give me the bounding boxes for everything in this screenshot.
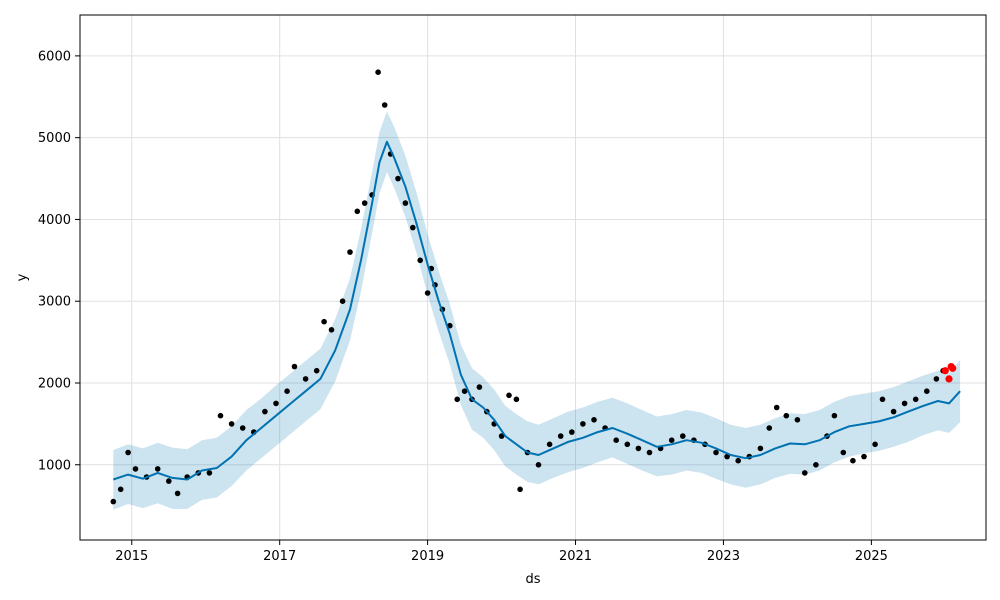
observed-point — [217, 412, 224, 419]
observed-point — [354, 208, 361, 215]
observed-point — [361, 200, 368, 206]
observed-point — [302, 376, 309, 382]
y-axis-label: y — [15, 273, 30, 281]
observed-point — [125, 449, 131, 456]
observed-point — [291, 363, 298, 370]
observed-point — [635, 445, 642, 452]
observed-point — [546, 441, 553, 448]
observed-point — [613, 437, 619, 444]
observed-point — [773, 404, 780, 411]
observed-point — [901, 400, 908, 407]
uncertainty-band — [113, 111, 961, 510]
observed-point — [933, 376, 940, 382]
recent-points — [941, 363, 957, 383]
observed-point — [680, 433, 686, 439]
observed-point — [476, 384, 483, 390]
y-tick-label: 2000 — [38, 376, 71, 391]
observed-point — [498, 433, 505, 439]
observed-point — [535, 462, 542, 468]
y-tick-label: 5000 — [38, 131, 71, 146]
observed-point — [339, 298, 346, 305]
observed-point — [381, 102, 388, 108]
uncertainty-band-group — [113, 111, 961, 510]
observed-point — [872, 441, 878, 448]
observed-point — [580, 421, 586, 427]
forecast-line — [112, 140, 961, 481]
recent-point — [945, 375, 953, 383]
observed-point — [735, 457, 741, 464]
observed-point — [410, 224, 416, 231]
observed-point — [766, 425, 773, 431]
observed-point — [273, 400, 279, 407]
observed-point — [668, 437, 675, 444]
observed-point — [117, 486, 124, 493]
observed-point — [850, 457, 856, 464]
observed-point — [713, 449, 719, 456]
observed-point — [110, 498, 117, 505]
observed-point — [517, 486, 523, 493]
observed-point — [912, 396, 919, 403]
observed-point — [417, 257, 424, 264]
observed-point — [375, 69, 381, 75]
observed-point — [132, 466, 139, 472]
y-tick-label: 3000 — [38, 295, 71, 310]
observed-point — [239, 425, 246, 431]
observed-point — [166, 478, 172, 484]
observed-point — [395, 175, 401, 182]
x-tick-label: 2025 — [855, 549, 888, 564]
observed-point — [347, 249, 353, 255]
observed-point — [724, 453, 730, 460]
y-tick-label: 6000 — [38, 49, 71, 64]
plot-frame — [79, 14, 987, 541]
grid — [80, 15, 986, 540]
observed-point — [454, 396, 461, 403]
recent-point — [949, 364, 957, 372]
observed-point — [262, 408, 268, 415]
observed-point — [569, 429, 575, 435]
observed-point — [757, 445, 764, 452]
observed-point — [591, 417, 597, 423]
observed-point — [424, 290, 431, 296]
x-tick-label: 2021 — [559, 549, 592, 564]
observed-points — [110, 69, 946, 505]
observed-point — [802, 470, 808, 476]
observed-point — [924, 388, 930, 395]
observed-point — [313, 367, 320, 374]
observed-point — [879, 396, 886, 403]
observed-point — [402, 200, 409, 206]
observed-point — [513, 396, 520, 403]
observed-point — [794, 417, 801, 423]
observed-point — [813, 462, 819, 468]
y-tick-label: 1000 — [38, 458, 71, 473]
observed-point — [321, 318, 327, 325]
observed-point — [624, 441, 631, 448]
x-tick-label: 2015 — [115, 549, 148, 564]
observed-point — [206, 470, 213, 476]
observed-point — [861, 453, 867, 460]
x-tick-label: 2017 — [263, 549, 296, 564]
observed-point — [831, 412, 838, 419]
x-tick-label: 2019 — [411, 549, 444, 564]
observed-point — [840, 449, 847, 456]
observed-point — [174, 490, 181, 497]
axis-ticks: 2015 2017 2019 2021 2023 2025 1000 2000 3000 4000… — [38, 49, 888, 564]
observed-point — [783, 412, 790, 419]
x-axis-label: ds — [525, 572, 540, 587]
observed-point — [646, 449, 653, 456]
forecast-line-group — [112, 140, 961, 481]
observed-point — [228, 421, 235, 427]
observed-point — [328, 327, 335, 333]
observed-point — [506, 392, 512, 399]
observed-point — [557, 433, 564, 439]
x-tick-label: 2023 — [707, 549, 740, 564]
observed-point — [890, 408, 897, 415]
observed-point — [461, 388, 468, 395]
observed-point — [154, 466, 161, 472]
observed-point — [284, 388, 290, 395]
recent-point — [941, 367, 949, 375]
y-tick-label: 4000 — [38, 213, 71, 228]
